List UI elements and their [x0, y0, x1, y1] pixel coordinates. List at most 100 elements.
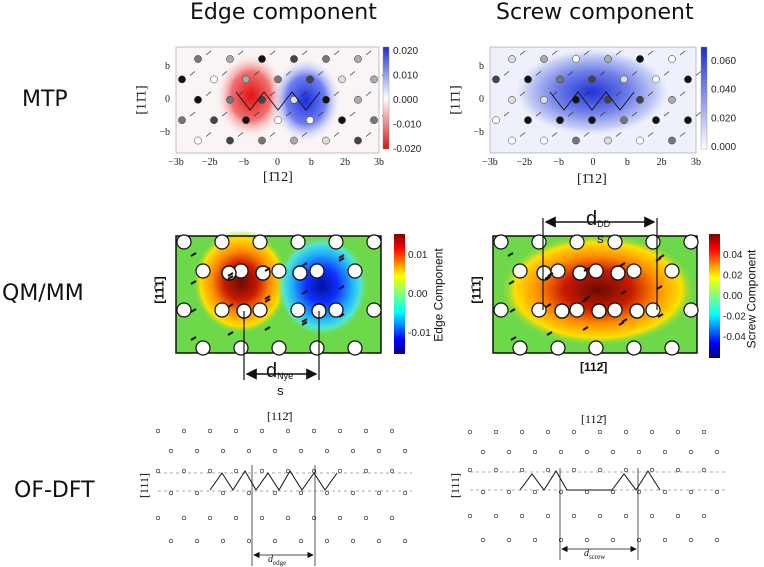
atom [620, 75, 628, 84]
displacement-arrow [621, 318, 628, 323]
lattice-atom [402, 448, 408, 454]
d-dd-marker [542, 216, 658, 310]
displacement-arrow [679, 50, 686, 56]
lattice-atom [571, 467, 577, 473]
displacement-arrow [285, 71, 292, 76]
atom [668, 95, 676, 104]
lattice-atom [285, 515, 291, 521]
lattice-atom [350, 538, 356, 544]
atom [652, 75, 660, 84]
core-atom [629, 303, 645, 319]
lattice-atom [220, 490, 226, 496]
displacement-arrow [253, 111, 260, 117]
lattice-atom [662, 537, 668, 543]
displacement-arrow [510, 336, 517, 341]
displacement-arrow [545, 303, 552, 308]
displacement-arrow [221, 71, 228, 76]
x-tick-label: 0 [591, 157, 596, 168]
atom [508, 55, 516, 63]
x-tick-label: −3b [482, 157, 498, 168]
atom [226, 95, 234, 104]
colorbar-tick: 0.060 [711, 56, 736, 67]
lattice-atom [259, 515, 265, 521]
atom [214, 302, 230, 318]
displacement-arrow [503, 71, 510, 76]
atom [588, 263, 604, 279]
displacement-arrow [269, 132, 276, 137]
atom [322, 55, 330, 63]
displacement-arrow [679, 91, 686, 97]
lattice-atom [662, 489, 668, 495]
atom [195, 340, 211, 356]
atom [290, 136, 298, 145]
atom [290, 302, 306, 318]
displacement-arrow [269, 50, 276, 56]
x-tick-label: 0 [275, 157, 280, 168]
atom [194, 55, 202, 63]
lattice-atom [259, 468, 265, 474]
atom [664, 340, 680, 356]
displacement-arrow [317, 111, 324, 117]
colorbar-tick: 0.020 [393, 46, 418, 57]
lattice-atom [571, 513, 577, 519]
lattice-atom [168, 490, 174, 496]
displacement-arrow [658, 254, 665, 259]
d-edge-marker [251, 465, 316, 566]
lattice-atom [467, 467, 473, 473]
displacement-arrow [657, 313, 664, 318]
lattice-atom [233, 428, 239, 434]
atom [668, 55, 676, 63]
atom [210, 75, 218, 84]
lattice-atom [272, 448, 278, 454]
colorbar-tick: -0.02 [723, 312, 746, 323]
lattice-atom [194, 490, 200, 496]
atom [588, 75, 596, 84]
atom [556, 116, 564, 125]
displacement-arrow [509, 308, 516, 313]
displacement-arrow [551, 50, 558, 56]
colorbar-tick: 0.02 [723, 271, 743, 282]
lattice-atom [194, 538, 200, 544]
lattice-atom [714, 537, 720, 543]
displacement-arrow [365, 50, 372, 56]
atom [195, 263, 211, 279]
colorbar-tick: -0.010 [393, 120, 422, 131]
displacement-arrow [190, 280, 197, 285]
atom [328, 302, 344, 318]
atom [176, 234, 192, 250]
x-tick-label: b [309, 157, 314, 168]
mtp-screw-map [489, 46, 697, 154]
colorbar-tick: 0.00 [723, 291, 743, 302]
x-tick-label: 3b [374, 157, 384, 168]
lattice-atom [532, 537, 538, 543]
lattice-atom [714, 489, 720, 495]
lattice-atom [350, 448, 356, 454]
atom [620, 116, 628, 125]
mtp-edge-xlabel: [1̄12] [263, 170, 293, 185]
displacement-arrow [583, 132, 590, 137]
lattice-atom [246, 490, 252, 496]
atom [524, 75, 532, 84]
atom [328, 234, 344, 250]
lattice-atom [623, 429, 629, 435]
atom [572, 136, 580, 145]
mtp-edge-colorbar [382, 46, 390, 150]
d-dd-label: d DD s [586, 208, 611, 246]
atom [540, 136, 548, 145]
y-tick-label: 0 [165, 94, 170, 105]
lattice-atom [519, 513, 525, 519]
atom [668, 136, 676, 145]
lattice-atom [610, 489, 616, 495]
lattice-atom [298, 538, 304, 544]
core-atom [536, 265, 552, 281]
displacement-arrow [264, 326, 271, 331]
displacement-arrow [695, 111, 702, 117]
atom [354, 55, 362, 63]
displacement-arrow [567, 71, 574, 76]
x-tick-label: b [625, 157, 630, 168]
column-title-screw: Screw component [496, 0, 694, 25]
lattice-atom [350, 490, 356, 496]
lattice-atom [688, 449, 694, 455]
displacement-arrow [365, 91, 372, 97]
atom [347, 263, 363, 279]
